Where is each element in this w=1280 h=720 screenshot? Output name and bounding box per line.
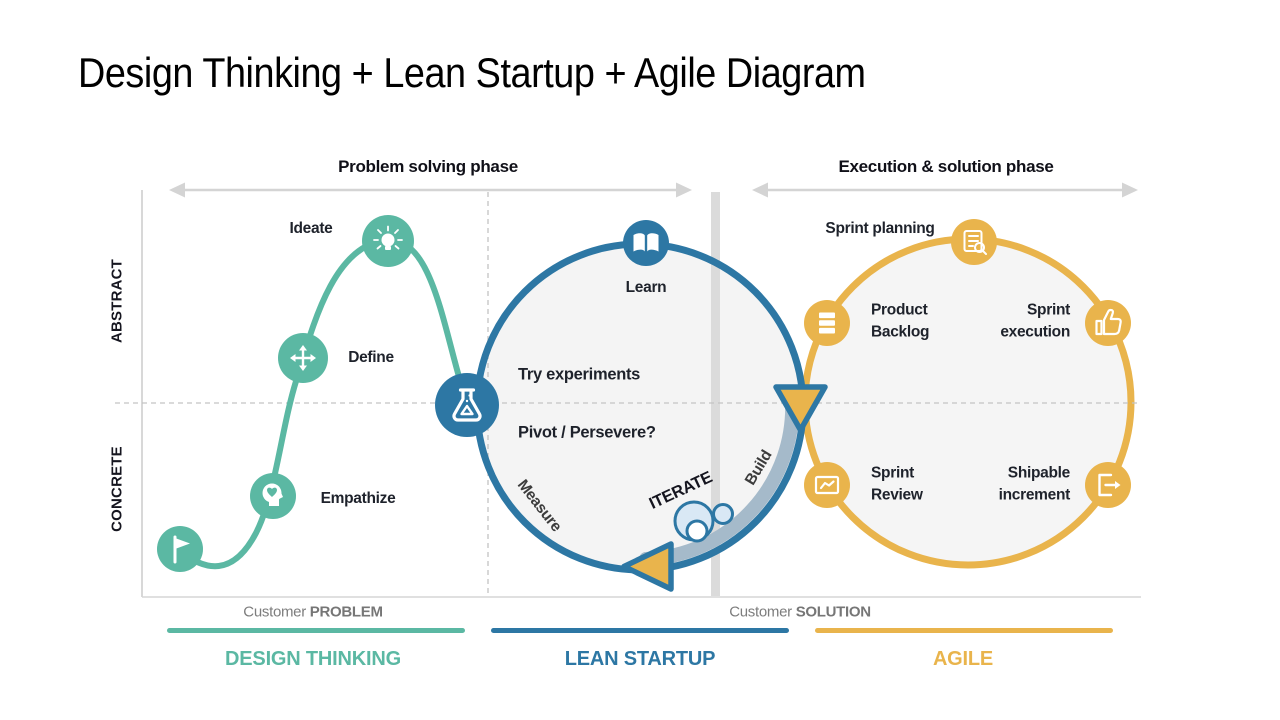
shipable-increment-label: Shipable increment — [998, 464, 1071, 503]
sprint-execution-node — [1085, 300, 1131, 346]
checklist-magnifier-icon — [963, 230, 987, 255]
lightbulb-icon — [373, 225, 403, 250]
stacked-list-icon — [819, 312, 835, 334]
customer-problem-prefix: Customer — [243, 603, 306, 621]
learn-label: Learn — [625, 279, 667, 297]
customer-solution-prefix: Customer — [729, 603, 792, 621]
sprint-planning-label: Sprint planning — [825, 220, 935, 238]
problem-phase-label: Problem solving phase — [338, 157, 518, 177]
footer-bars — [167, 628, 1113, 633]
design-thinking-bar — [167, 628, 465, 633]
ideate-node — [362, 215, 414, 267]
abstract-axis-label: ABSTRACT — [108, 258, 126, 344]
axes — [141, 190, 1141, 598]
define-node — [278, 333, 328, 383]
lean-startup-title: LEAN STARTUP — [564, 648, 716, 670]
page-title: Design Thinking + Lean Startup + Agile D… — [78, 49, 866, 96]
iterate-bubbles-icon — [673, 500, 734, 543]
lean-startup-bar — [491, 628, 789, 633]
flag-icon — [173, 535, 190, 564]
empathize-label: Empathize — [320, 490, 396, 508]
experiment-node — [435, 373, 499, 437]
learn-node — [623, 220, 669, 266]
chart-icon — [814, 475, 840, 495]
ideate-label: Ideate — [289, 220, 333, 238]
open-book-icon — [633, 233, 659, 252]
customer-solution-label: Customer SOLUTION — [729, 602, 871, 623]
execution-phase-label: Execution & solution phase — [838, 157, 1054, 177]
four-way-arrows-icon — [290, 345, 316, 371]
agile-bar — [815, 628, 1113, 633]
execution-phase-arrow — [752, 182, 1138, 198]
flask-icon — [452, 388, 482, 422]
agile-circle — [801, 235, 1135, 569]
define-label: Define — [348, 349, 394, 367]
shipable-increment-node — [1085, 462, 1131, 508]
customer-solution-bold: SOLUTION — [795, 603, 871, 621]
lean-circle-fill — [477, 244, 803, 570]
product-backlog-node — [804, 300, 850, 346]
sprint-execution-label: Sprint execution — [1000, 301, 1070, 340]
sprint-planning-node — [951, 219, 997, 265]
measure-arrowhead — [621, 541, 674, 592]
sprint-review-label: Sprint Review — [871, 464, 923, 503]
concrete-axis-label: CONCRETE — [108, 446, 126, 532]
agile-title: AGILE — [932, 648, 994, 670]
customer-problem-label: Customer PROBLEM — [243, 602, 383, 623]
sprint-review-node — [804, 462, 850, 508]
problem-phase-arrow — [169, 182, 692, 198]
iterate-swoosh — [639, 393, 800, 566]
thumbs-up-icon — [1095, 308, 1122, 336]
start-node — [157, 526, 203, 572]
design-thinking-title: DESIGN THINKING — [225, 648, 401, 670]
head-with-heart-icon — [262, 483, 283, 506]
pivot-persevere-label: Pivot / Persevere? — [518, 423, 656, 442]
try-experiments-label: Try experiments — [518, 365, 641, 384]
product-backlog-label: Product Backlog — [871, 301, 930, 340]
customer-problem-bold: PROBLEM — [309, 603, 383, 621]
build-arrowhead — [773, 384, 828, 433]
empathize-node — [250, 473, 296, 519]
export-box-icon — [1098, 473, 1121, 497]
phase-divider-bar — [711, 192, 720, 596]
